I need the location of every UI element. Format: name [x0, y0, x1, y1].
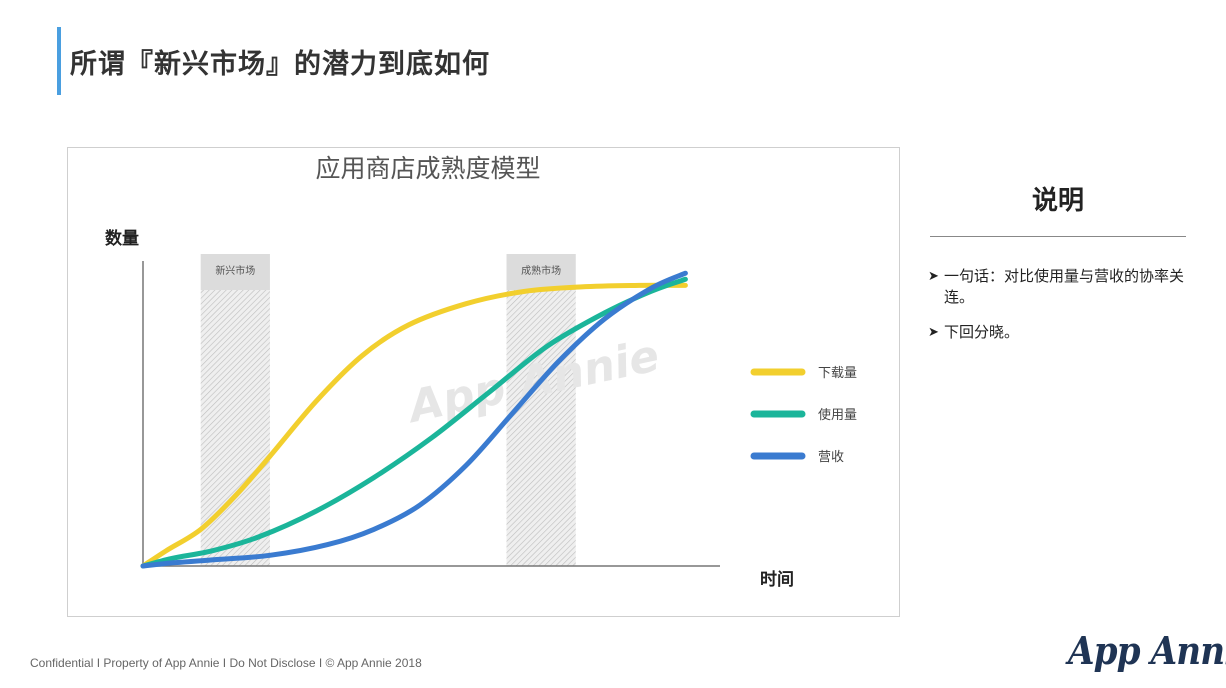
legend-label: 使用量: [818, 407, 857, 423]
chart-title: 应用商店成熟度模型: [315, 154, 540, 183]
series-line: [140, 270, 688, 569]
note-text: 一句话：对比使用量与营收的协率关连。: [944, 267, 1185, 306]
series-line: [140, 276, 688, 569]
region-label: 成熟市场: [521, 264, 561, 277]
series-line: [140, 282, 688, 569]
notes-list: ➤ 一句话：对比使用量与营收的协率关连。 ➤ 下回分晓。: [928, 266, 1188, 357]
note-item: ➤ 一句话：对比使用量与营收的协率关连。: [928, 266, 1188, 308]
chart-frame: 新兴市场 成熟市场 App Annie 应用商店成熟度模型 数量 时间 下载量 使用…: [67, 147, 900, 617]
arrow-bullet-icon: ➤: [928, 269, 939, 284]
note-item: ➤ 下回分晓。: [928, 322, 1188, 343]
side-panel-divider: [930, 236, 1186, 237]
region-label: 新兴市场: [215, 264, 255, 277]
page-title: 所谓『新兴市场』的潜力到底如何: [70, 49, 490, 80]
footer-text: Confidential I Property of App Annie I D…: [30, 656, 422, 670]
x-axis-label: 时间: [760, 569, 794, 590]
note-text: 下回分晓。: [944, 323, 1020, 341]
region-header: [506, 254, 576, 290]
legend-label: 营收: [818, 450, 844, 465]
region-band: [200, 290, 270, 566]
legend-label: 下载量: [818, 366, 857, 381]
maturity-chart: 新兴市场 成熟市场 App Annie 应用商店成熟度模型 数量 时间 下载量使用…: [105, 154, 857, 590]
y-axis-label: 数量: [105, 228, 139, 249]
app-annie-logo: App Annie: [1068, 628, 1226, 673]
arrow-bullet-icon: ➤: [928, 325, 939, 340]
region-header: [200, 254, 270, 290]
region-band: [506, 290, 576, 566]
side-panel-title: 说明: [1031, 186, 1084, 216]
title-accent-bar: [57, 27, 61, 95]
